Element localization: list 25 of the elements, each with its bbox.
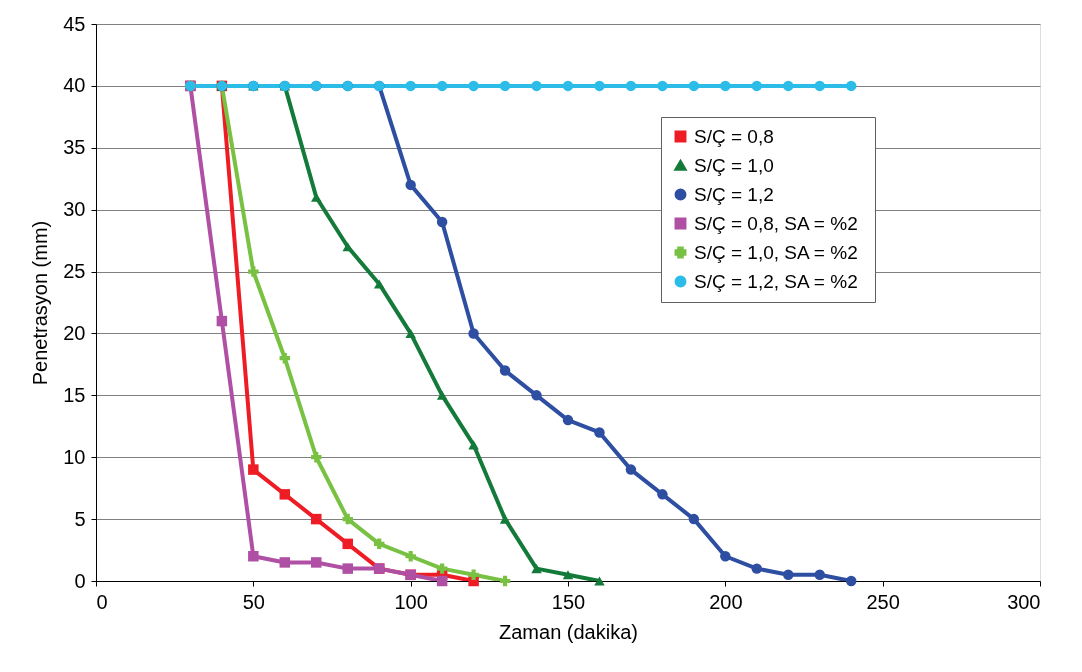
x-tick-label: 50: [242, 590, 265, 613]
legend-label: S/Ç = 1,0: [694, 154, 774, 176]
x-axis-title: Zaman (dakika): [499, 620, 638, 643]
y-tick-label: 20: [63, 321, 86, 344]
y-tick-label: 45: [63, 12, 86, 35]
y-tick-label: 35: [63, 136, 86, 159]
legend-label: S/Ç = 1,2, SA = %2: [694, 270, 858, 292]
y-axis-title: Penetrasyon (mm): [29, 220, 52, 386]
x-tick-label: 200: [709, 590, 743, 613]
legend-label: S/Ç = 0,8, SA = %2: [694, 212, 858, 234]
y-tick-label: 0: [74, 569, 86, 592]
legend-label: S/Ç = 1,2: [694, 183, 774, 205]
y-tick-label: 10: [63, 445, 86, 468]
y-tick-label: 15: [63, 383, 86, 406]
x-tick-label: 150: [551, 590, 586, 613]
x-tick-label: 0: [96, 590, 108, 613]
y-tick-label: 40: [63, 74, 86, 97]
y-tick-label: 30: [63, 198, 86, 221]
x-tick-label: 300: [1007, 590, 1041, 613]
x-tick-label: 100: [394, 590, 428, 613]
legend-label: S/Ç = 1,0, SA = %2: [694, 241, 858, 263]
y-tick-label: 25: [63, 260, 86, 283]
legend-label: S/Ç = 0,8: [694, 125, 774, 147]
x-tick-label: 250: [866, 590, 900, 613]
y-tick-label: 5: [74, 507, 86, 530]
